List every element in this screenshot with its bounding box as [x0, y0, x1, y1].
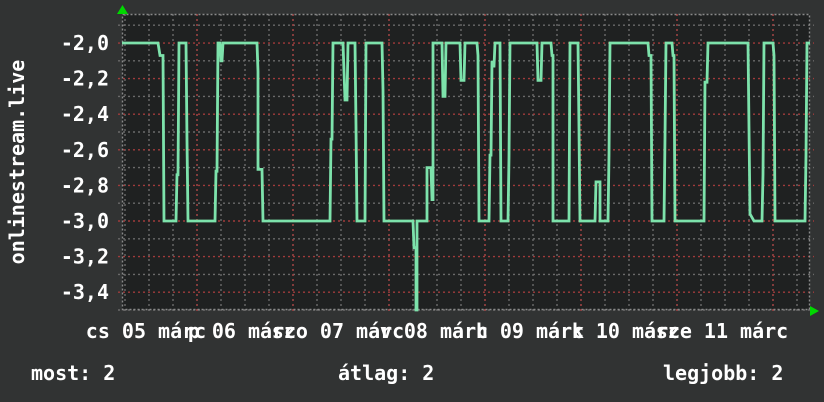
plot-border	[121, 13, 811, 311]
y-tick-label: -2,0	[61, 31, 109, 55]
y-tick-label: -3,4	[61, 280, 109, 304]
y-tick-label: -3,2	[61, 245, 109, 269]
x-tick-label: v 08 márc	[380, 319, 488, 343]
x-tick-label: k 10 márc	[572, 319, 680, 343]
y-axis-arrow-icon	[117, 5, 128, 14]
y-tick-label: -3,0	[61, 209, 109, 233]
x-tick-label: cs 05 márc	[86, 319, 206, 343]
x-tick-label: sze 11 márc	[656, 319, 788, 343]
data-line	[122, 41, 810, 312]
y-tick-label: -2,2	[61, 67, 109, 91]
x-tick-label: szo 07 márc	[272, 319, 404, 343]
stat-legjobb: legjobb: 2	[663, 361, 784, 385]
stat-atlag: átlag: 2	[338, 361, 435, 385]
y-tick-label: -2,8	[61, 173, 109, 197]
y-tick-label: -2,6	[61, 138, 109, 162]
x-axis-arrow-icon	[810, 306, 819, 316]
plot-area	[122, 14, 810, 310]
x-tick-label: p 06 márc	[188, 319, 296, 343]
x-tick-label: h 09 márc	[476, 319, 584, 343]
stat-most: most: 2	[31, 361, 116, 385]
y-tick-label: -2,4	[61, 102, 109, 126]
